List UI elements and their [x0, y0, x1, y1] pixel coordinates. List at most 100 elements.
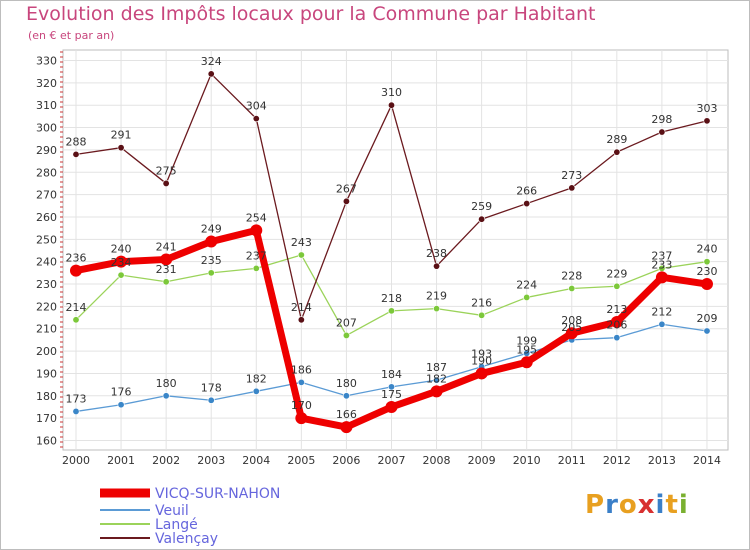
- data-point: [478, 311, 486, 319]
- y-tick-label: 200: [36, 345, 57, 358]
- chart-subtitle: (en € et par an): [28, 29, 115, 42]
- data-point: [478, 215, 486, 223]
- data-label: 219: [426, 290, 447, 303]
- x-tick-label: 2002: [152, 454, 180, 467]
- logo-letter: o: [618, 490, 638, 520]
- data-label: 249: [201, 223, 222, 236]
- data-point: [72, 150, 80, 158]
- data-point: [205, 235, 218, 248]
- data-point: [523, 293, 531, 301]
- data-point: [252, 387, 260, 395]
- data-point: [430, 385, 443, 398]
- y-tick-label: 280: [36, 166, 57, 179]
- data-label: 175: [381, 388, 402, 401]
- data-point: [523, 200, 531, 208]
- y-tick-label: 320: [36, 77, 57, 90]
- data-label: 186: [291, 363, 312, 376]
- data-label: 275: [156, 164, 177, 177]
- data-point: [568, 284, 576, 292]
- data-label: 205: [561, 321, 582, 334]
- data-label: 214: [66, 301, 87, 314]
- data-label: 291: [111, 129, 132, 142]
- data-label: 212: [651, 305, 672, 318]
- data-label: 199: [516, 334, 537, 347]
- data-label: 254: [246, 211, 267, 224]
- data-label: 180: [156, 377, 177, 390]
- data-label: 206: [606, 319, 627, 332]
- data-point: [70, 264, 82, 277]
- data-point: [160, 253, 173, 266]
- data-point: [613, 334, 621, 342]
- data-label: 180: [336, 377, 357, 390]
- data-point: [703, 117, 711, 125]
- logo-letter: t: [665, 490, 679, 520]
- y-tick-label: 250: [36, 233, 57, 246]
- data-label: 289: [606, 133, 627, 146]
- data-label: 233: [651, 258, 672, 271]
- data-point: [162, 392, 170, 400]
- data-point: [207, 396, 215, 404]
- y-tick-label: 190: [36, 367, 57, 380]
- data-point: [433, 376, 441, 384]
- data-label: 176: [111, 386, 132, 399]
- y-tick-label: 330: [36, 55, 57, 68]
- data-point: [297, 251, 305, 259]
- legend-label: Langé: [155, 517, 198, 533]
- data-label: 214: [291, 301, 312, 314]
- data-label: 195: [516, 343, 537, 356]
- data-label: 228: [561, 270, 582, 283]
- data-label: 240: [111, 243, 132, 256]
- data-point: [340, 421, 353, 434]
- data-point: [565, 327, 578, 340]
- logo-letter: P: [585, 490, 606, 520]
- data-point: [433, 262, 441, 270]
- data-point: [72, 316, 80, 324]
- data-point: [297, 378, 305, 386]
- data-point: [387, 383, 395, 391]
- legend-label: Veuil: [155, 503, 189, 519]
- data-point: [700, 278, 713, 291]
- x-tick-label: 2003: [197, 454, 225, 467]
- data-label: 310: [381, 86, 402, 99]
- data-point: [655, 271, 668, 284]
- data-label: 184: [381, 368, 402, 381]
- data-point: [207, 269, 215, 277]
- data-label: 288: [66, 135, 87, 148]
- data-point: [207, 70, 215, 78]
- data-label: 243: [291, 236, 312, 249]
- data-point: [703, 327, 711, 335]
- data-label: 236: [66, 252, 87, 265]
- data-label: 182: [246, 372, 267, 385]
- data-label: 241: [156, 240, 177, 253]
- logo-letter: i: [678, 490, 689, 520]
- data-point: [117, 401, 125, 409]
- data-label: 190: [471, 354, 492, 367]
- data-point: [115, 255, 128, 268]
- y-tick-label: 220: [36, 300, 57, 313]
- data-label: 170: [291, 399, 312, 412]
- data-label: 229: [606, 267, 627, 280]
- data-label: 235: [201, 254, 222, 267]
- data-point: [658, 128, 666, 136]
- data-point: [297, 316, 305, 324]
- x-tick-label: 2000: [62, 454, 90, 467]
- x-tick-label: 2006: [332, 454, 360, 467]
- x-tick-label: 2013: [648, 454, 676, 467]
- data-point: [658, 320, 666, 328]
- legend-label: VICQ-SUR-NAHON: [155, 486, 280, 502]
- data-point: [72, 407, 80, 415]
- chart-title: Evolution des Impôts locaux pour la Comm…: [26, 3, 596, 25]
- data-point: [252, 264, 260, 272]
- data-label: 173: [66, 392, 87, 405]
- y-tick-label: 300: [36, 122, 57, 135]
- data-point: [162, 278, 170, 286]
- y-tick-label: 240: [36, 256, 57, 269]
- data-label: 234: [111, 256, 132, 269]
- legend-label: Valençay: [155, 531, 218, 547]
- y-tick-label: 230: [36, 278, 57, 291]
- data-point: [703, 258, 711, 266]
- logo-letter: i: [655, 490, 666, 520]
- data-point: [613, 282, 621, 290]
- data-label: 324: [201, 55, 222, 68]
